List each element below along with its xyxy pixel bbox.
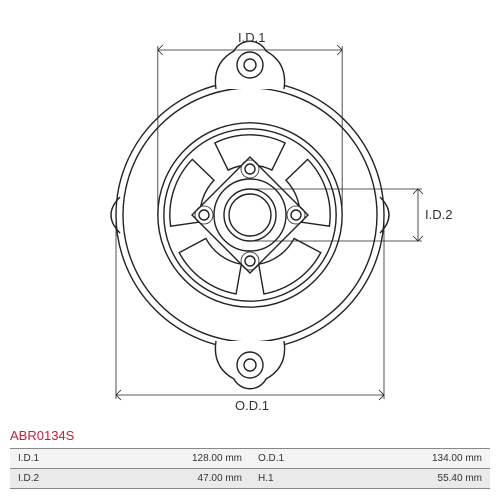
spec-value: 128.00 mm: [80, 449, 250, 469]
spec-table: I.D.1 128.00 mm O.D.1 134.00 mm I.D.2 47…: [10, 448, 490, 489]
table-row: I.D.2 47.00 mm H.1 55.40 mm: [10, 469, 490, 489]
spec-value: 47.00 mm: [80, 469, 250, 489]
spec-label: I.D.2: [10, 469, 80, 489]
spec-label: I.D.1: [10, 449, 80, 469]
dim-label-id1: I.D.1: [238, 30, 265, 45]
spec-value: 55.40 mm: [320, 469, 490, 489]
dim-label-od1: O.D.1: [235, 398, 269, 413]
table-row: I.D.1 128.00 mm O.D.1 134.00 mm: [10, 449, 490, 469]
spec-label: O.D.1: [250, 449, 320, 469]
part-number: ABR0134S: [10, 428, 74, 443]
spec-value: 134.00 mm: [320, 449, 490, 469]
dim-label-id2: I.D.2: [425, 207, 452, 222]
spec-label: H.1: [250, 469, 320, 489]
